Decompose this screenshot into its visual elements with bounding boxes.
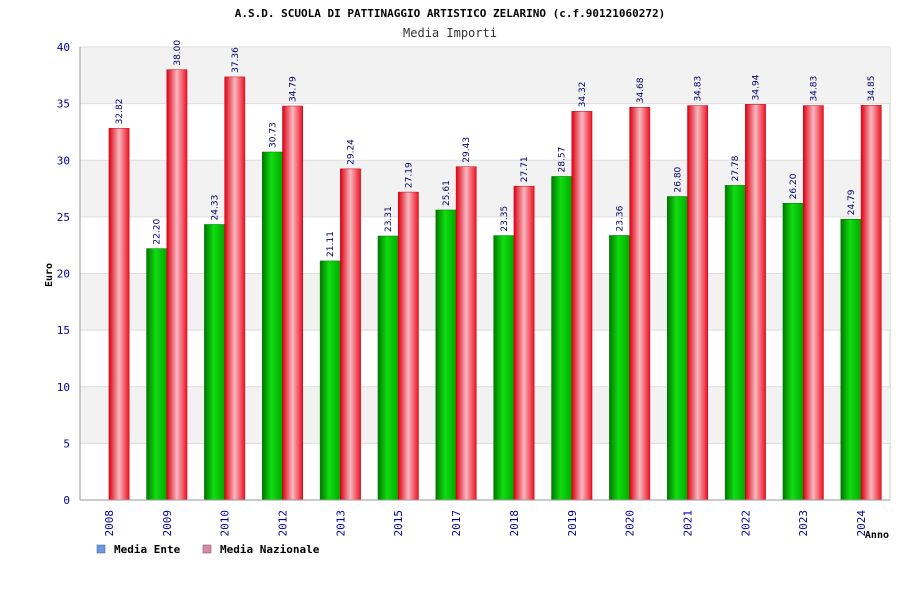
legend-label: Media Nazionale bbox=[220, 543, 320, 556]
data-label: 34.83 bbox=[694, 76, 704, 102]
data-label: 23.35 bbox=[500, 206, 510, 232]
data-label: 28.57 bbox=[558, 147, 568, 173]
legend-swatch bbox=[96, 544, 106, 554]
x-tick-labels: 2008 2009 2010 2012 2013 2015 2017 2018 2019 2020… bbox=[103, 510, 868, 537]
legend: Media Ente Media Nazionale bbox=[96, 543, 320, 556]
y-tick-labels: 0 5 10 15 20 25 30 35 40 bbox=[57, 41, 70, 507]
chart-title: A.S.D. SCUOLA DI PATTINAGGIO ARTISTICO Z… bbox=[235, 7, 665, 20]
x-tick-label: 2015 bbox=[392, 510, 405, 537]
bar-media-nazionale bbox=[571, 111, 593, 501]
bar-media-ente bbox=[840, 219, 862, 501]
bar-media-ente bbox=[377, 235, 399, 501]
grid-band bbox=[80, 47, 890, 104]
x-tick-label: 2012 bbox=[277, 510, 290, 537]
bar-media-nazionale bbox=[455, 166, 477, 501]
bar-media-ente bbox=[551, 176, 573, 501]
bar-media-ente bbox=[493, 235, 515, 501]
bar-media-nazionale bbox=[513, 185, 535, 501]
data-label: 27.19 bbox=[404, 162, 414, 188]
x-tick-label: 2010 bbox=[219, 510, 232, 537]
x-tick-label: 2017 bbox=[450, 510, 463, 537]
data-label: 34.85 bbox=[867, 76, 877, 102]
bar-media-nazionale bbox=[802, 105, 824, 501]
x-tick-label: 2019 bbox=[566, 510, 579, 537]
data-label: 26.80 bbox=[673, 166, 683, 192]
data-label: 34.94 bbox=[751, 74, 761, 100]
data-label: 22.20 bbox=[153, 219, 163, 245]
y-tick-label: 25 bbox=[57, 211, 70, 224]
legend-swatch bbox=[202, 544, 212, 554]
bar-media-nazionale bbox=[687, 105, 708, 501]
y-tick-label: 30 bbox=[57, 154, 70, 167]
bar-media-nazionale bbox=[224, 76, 246, 501]
data-label: 34.79 bbox=[289, 76, 299, 102]
grid-band bbox=[80, 273, 890, 331]
bar-media-ente bbox=[435, 209, 457, 501]
bar-media-ente bbox=[262, 151, 283, 501]
data-label: 29.43 bbox=[462, 137, 472, 163]
data-label: 32.82 bbox=[115, 99, 125, 125]
bar-media-nazionale bbox=[108, 128, 130, 501]
bar-media-ente bbox=[782, 203, 804, 501]
data-label: 27.71 bbox=[520, 156, 530, 182]
bar-media-ente bbox=[609, 235, 630, 501]
data-label: 34.32 bbox=[578, 82, 588, 108]
y-tick-label: 20 bbox=[57, 268, 70, 281]
y-tick-label: 5 bbox=[63, 437, 70, 450]
x-tick-label: 2022 bbox=[739, 510, 752, 537]
y-axis-label: Euro bbox=[44, 263, 55, 287]
grid-band bbox=[80, 386, 890, 444]
bar-media-ente bbox=[204, 224, 225, 501]
x-tick-label: 2008 bbox=[103, 510, 116, 537]
bar-media-nazionale bbox=[397, 191, 419, 501]
x-axis-label: Anno bbox=[865, 530, 889, 541]
bar-media-nazionale bbox=[860, 105, 882, 501]
bar-media-ente bbox=[146, 248, 168, 501]
y-tick-label: 10 bbox=[57, 381, 70, 394]
y-tick-label: 15 bbox=[57, 324, 70, 337]
data-label: 29.24 bbox=[346, 139, 356, 165]
x-tick-label: 2023 bbox=[797, 510, 810, 537]
bar-media-ente bbox=[319, 260, 341, 501]
data-label: 23.31 bbox=[384, 206, 394, 232]
y-tick-label: 0 bbox=[63, 494, 70, 507]
x-tick-label: 2024 bbox=[855, 510, 868, 537]
data-labels: 32.82 22.20 38.00 24.33 37.36 30.73 34.79 21.11… bbox=[115, 40, 877, 257]
bar-media-ente bbox=[667, 196, 688, 501]
bars bbox=[108, 69, 882, 501]
data-label: 27.78 bbox=[731, 155, 741, 181]
bar-media-nazionale bbox=[282, 105, 303, 501]
legend-label: Media Ente bbox=[114, 543, 181, 556]
data-label: 38.00 bbox=[173, 40, 183, 66]
data-label: 34.83 bbox=[809, 76, 819, 102]
y-tick-label: 35 bbox=[57, 98, 70, 111]
data-label: 37.36 bbox=[231, 47, 241, 73]
data-label: 34.68 bbox=[636, 77, 646, 103]
bar-media-nazionale bbox=[340, 168, 361, 501]
data-label: 26.20 bbox=[789, 173, 799, 199]
bar-media-nazionale bbox=[166, 69, 188, 501]
bar-media-ente bbox=[724, 185, 746, 501]
y-tick-label: 40 bbox=[57, 41, 70, 54]
x-tick-label: 2021 bbox=[682, 510, 695, 537]
x-tick-label: 2009 bbox=[161, 510, 174, 537]
grid-band bbox=[80, 160, 890, 217]
bar-media-nazionale bbox=[745, 104, 766, 501]
data-label: 24.33 bbox=[211, 195, 221, 221]
x-tick-label: 2020 bbox=[624, 510, 637, 537]
data-label: 30.73 bbox=[268, 122, 278, 148]
axes bbox=[79, 47, 890, 501]
x-tick-label: 2013 bbox=[334, 510, 347, 537]
x-tick-label: 2018 bbox=[508, 510, 521, 537]
data-label: 25.61 bbox=[442, 180, 452, 206]
data-label: 21.11 bbox=[326, 231, 336, 257]
bar-media-nazionale bbox=[629, 106, 651, 501]
data-label: 23.36 bbox=[616, 205, 626, 231]
chart-subtitle: Media Importi bbox=[403, 26, 497, 40]
data-label: 24.79 bbox=[847, 189, 857, 215]
